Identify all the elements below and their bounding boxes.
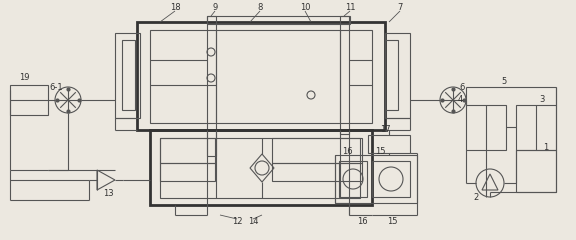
Text: 14: 14 — [248, 217, 258, 227]
Text: 1: 1 — [543, 143, 548, 151]
Bar — [385, 40, 398, 110]
Bar — [466, 105, 506, 150]
Bar — [150, 30, 372, 123]
Text: 13: 13 — [103, 190, 113, 198]
Bar — [122, 40, 135, 110]
Bar — [368, 135, 410, 153]
Bar — [207, 16, 350, 24]
Bar — [207, 16, 216, 156]
Text: 12: 12 — [232, 217, 242, 227]
Bar — [340, 16, 349, 134]
Text: 11: 11 — [345, 4, 355, 12]
Text: 17: 17 — [380, 126, 391, 134]
Bar — [160, 138, 360, 198]
Bar — [10, 85, 48, 115]
Bar — [339, 161, 367, 197]
Bar — [115, 33, 140, 118]
Text: 8: 8 — [257, 4, 263, 12]
Text: 3: 3 — [539, 96, 545, 104]
Text: 5: 5 — [501, 78, 507, 86]
Text: 10: 10 — [300, 4, 310, 12]
Bar — [516, 150, 556, 192]
Bar — [385, 33, 410, 118]
Bar — [272, 138, 362, 163]
Bar — [137, 22, 385, 130]
Text: 15: 15 — [386, 217, 397, 227]
Text: 7: 7 — [397, 4, 403, 12]
Text: 4: 4 — [457, 96, 463, 104]
Text: 6-1: 6-1 — [49, 84, 63, 92]
Text: 6: 6 — [459, 84, 465, 92]
Bar — [335, 155, 417, 203]
Text: 16: 16 — [357, 217, 367, 227]
Text: 19: 19 — [19, 73, 29, 83]
Bar — [516, 105, 556, 150]
Text: 18: 18 — [170, 4, 180, 12]
Text: 2: 2 — [473, 193, 479, 203]
Text: 9: 9 — [213, 4, 218, 12]
Text: 16: 16 — [342, 148, 353, 156]
Bar — [150, 130, 372, 205]
Bar — [372, 161, 410, 197]
Bar — [160, 138, 215, 163]
Text: 15: 15 — [375, 148, 385, 156]
Bar — [272, 163, 362, 181]
Bar — [160, 163, 215, 181]
